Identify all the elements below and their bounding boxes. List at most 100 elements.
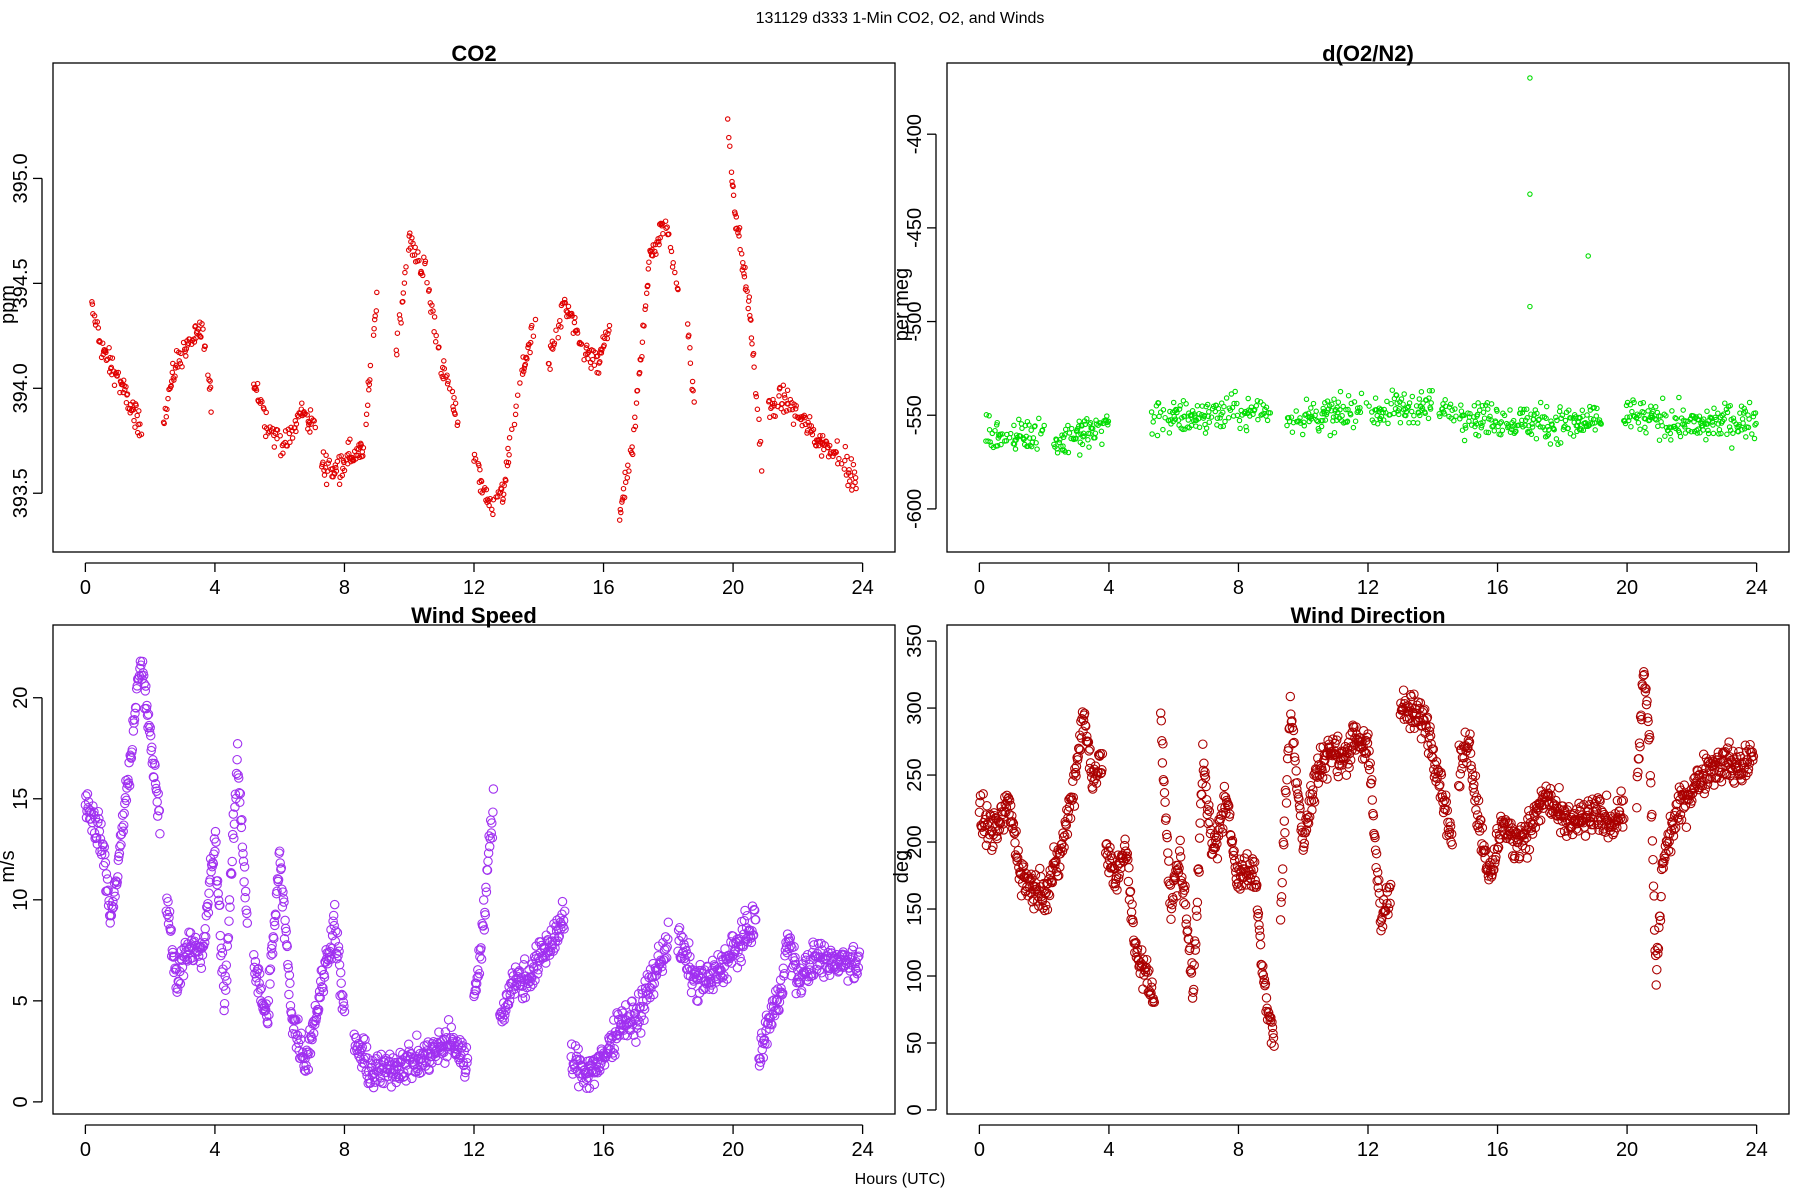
data-point [641, 323, 647, 329]
data-point [1385, 420, 1391, 427]
data-point [1553, 414, 1559, 421]
data-point [1185, 417, 1192, 423]
data-point [749, 904, 759, 915]
data-point [1748, 755, 1758, 766]
data-point [1074, 426, 1081, 432]
data-point [1426, 387, 1433, 394]
data-point [174, 977, 184, 987]
data-point [1551, 426, 1557, 433]
data-point [851, 469, 858, 475]
y-tick-label: 50 [904, 1032, 926, 1054]
data-point [1160, 426, 1166, 433]
data-point [574, 330, 581, 336]
data-point [117, 822, 127, 833]
data-point [333, 951, 343, 961]
data-point [277, 902, 288, 912]
data-point [475, 952, 485, 962]
data-point [332, 927, 343, 938]
data-point [123, 383, 129, 390]
data-point [1309, 770, 1319, 780]
data-point [1554, 804, 1565, 814]
data-point [556, 924, 566, 934]
data-point [1141, 954, 1152, 965]
data-point [483, 856, 493, 867]
data-point [1254, 925, 1265, 936]
data-point [254, 978, 264, 988]
data-point [1032, 423, 1038, 429]
data-point [793, 403, 799, 409]
data-point [455, 419, 461, 426]
data-point [1144, 965, 1154, 976]
data-point [368, 1082, 379, 1093]
data-point [786, 406, 793, 413]
data-point [237, 815, 247, 825]
data-point [1653, 943, 1664, 954]
data-point [975, 790, 986, 801]
y-tick-label: 0 [904, 1104, 926, 1115]
data-point [1497, 420, 1503, 426]
data-point [216, 950, 226, 961]
data-point [150, 779, 161, 789]
data-point [740, 259, 746, 266]
data-point [1179, 898, 1189, 908]
data-point [1253, 403, 1260, 409]
data-point [561, 296, 568, 303]
data-point [657, 235, 663, 241]
x-tick-label: 24 [1745, 577, 1767, 599]
data-point [1082, 731, 1092, 742]
data-point [119, 808, 129, 819]
data-point [1345, 406, 1351, 413]
data-point [1688, 788, 1698, 798]
data-point [1155, 400, 1162, 406]
data-point [1499, 819, 1510, 830]
data-point [239, 877, 249, 887]
data-point [514, 392, 521, 398]
data-point [166, 924, 176, 935]
data-point [1245, 395, 1251, 402]
data-point [482, 865, 493, 875]
data-point [1186, 965, 1196, 975]
figure-x-label: Hours (UTC) [855, 1171, 946, 1188]
data-point [293, 421, 300, 427]
data-point [1419, 704, 1430, 714]
x-tick-label: 12 [463, 577, 485, 599]
x-tick-label: 20 [1616, 577, 1638, 599]
data-point [741, 271, 747, 277]
data-point [1528, 411, 1534, 417]
data-point [450, 403, 456, 410]
data-point [838, 461, 845, 467]
data-point [1409, 393, 1416, 400]
data-point [1740, 420, 1746, 426]
data-point [196, 963, 207, 974]
data-point [451, 394, 457, 401]
data-point [824, 441, 830, 447]
data-point [1457, 763, 1467, 774]
data-point [442, 1051, 452, 1062]
data-point [121, 795, 132, 806]
data-point [471, 451, 478, 458]
data-point [520, 992, 531, 1003]
data-point [154, 805, 165, 816]
data-point [265, 979, 275, 989]
data-point [1030, 435, 1037, 441]
y-axis-label: per meg [891, 268, 913, 341]
data-point [756, 416, 762, 423]
data-point [1195, 818, 1205, 828]
data-point [607, 1052, 617, 1063]
data-point [1350, 424, 1357, 431]
data-point [616, 517, 623, 523]
data-point [501, 1006, 511, 1016]
data-point [589, 356, 596, 363]
data-point [113, 369, 119, 376]
data-point [1716, 767, 1726, 778]
data-point [169, 369, 176, 376]
data-point [691, 968, 701, 978]
data-point [1204, 800, 1214, 810]
data-point [1430, 769, 1441, 779]
data-point [1329, 401, 1335, 408]
data-point [627, 996, 637, 1006]
data-point [1485, 857, 1495, 868]
data-point [1363, 400, 1370, 406]
data-point [471, 978, 482, 989]
data-point [1180, 881, 1190, 891]
